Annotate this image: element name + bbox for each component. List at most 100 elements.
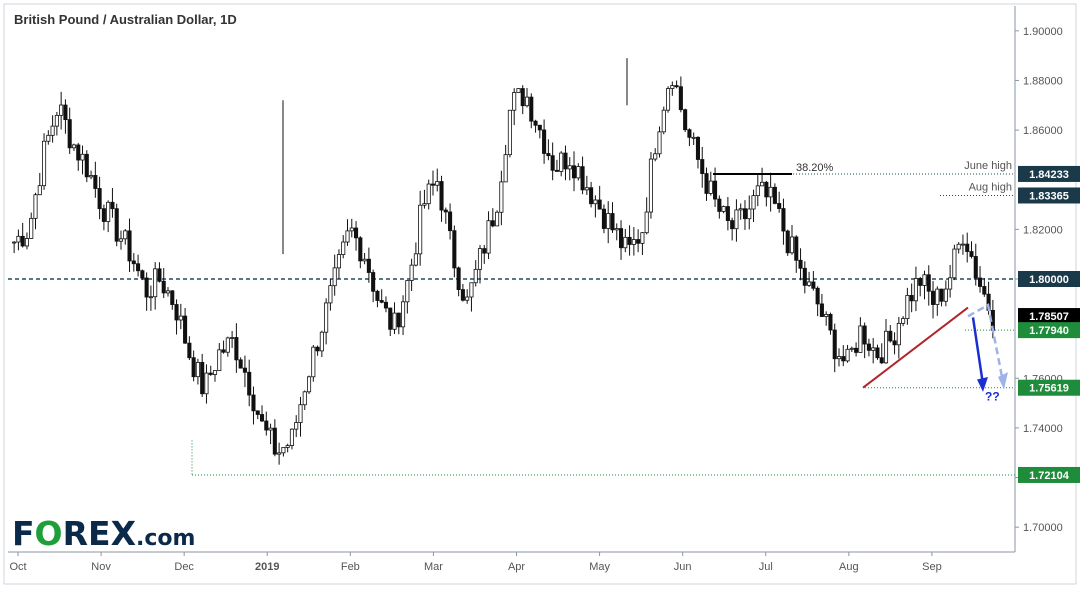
candle-body <box>627 236 632 245</box>
candle-body <box>794 236 799 261</box>
candle-body <box>490 220 495 227</box>
candle-body <box>20 235 25 247</box>
candle-body <box>80 153 85 161</box>
candle-body <box>960 243 965 246</box>
candle-body <box>264 420 269 431</box>
candle-body <box>161 280 166 294</box>
candle-body <box>559 152 564 172</box>
x-tick-label: Feb <box>341 561 360 573</box>
candle-body <box>507 109 512 156</box>
y-tick-label: 1.70000 <box>1023 522 1063 534</box>
candle-body <box>251 394 256 412</box>
candle-body <box>354 227 359 239</box>
candle-body <box>430 183 436 186</box>
candle-body <box>170 290 175 305</box>
forex-logo: FOREX.com <box>12 514 195 553</box>
candle-body <box>965 243 970 252</box>
x-tick-label: Jun <box>674 561 692 573</box>
candle-body <box>208 372 213 375</box>
candle-body <box>614 228 619 231</box>
candle-body <box>683 109 688 131</box>
alt-path <box>967 303 1005 383</box>
candle-body <box>546 153 551 157</box>
candle-body <box>687 129 692 138</box>
candle-body <box>165 290 171 294</box>
candle-body <box>730 220 735 230</box>
x-tick-label: Oct <box>9 561 26 573</box>
price-tag-label: 1.78507 <box>1029 311 1069 323</box>
candle-body <box>324 302 329 333</box>
x-tick-label: Sep <box>922 561 942 573</box>
candle-body <box>657 131 662 155</box>
candle-body <box>110 201 115 210</box>
candle-body <box>533 120 538 126</box>
candle-body <box>456 267 461 290</box>
candle-body <box>225 337 230 353</box>
candle-body <box>781 208 786 232</box>
candle-body <box>195 361 200 378</box>
candle-body <box>204 372 209 395</box>
candle-body <box>653 153 658 160</box>
candle-body <box>593 199 598 205</box>
y-tick-label: 1.82000 <box>1023 224 1063 236</box>
candle-body <box>46 134 51 142</box>
candle-body <box>477 248 483 270</box>
candle-body <box>935 288 940 305</box>
candle-body <box>606 213 611 229</box>
candle-body <box>901 318 906 324</box>
candle-body <box>379 300 384 303</box>
candle-body <box>973 256 978 279</box>
candle-body <box>644 211 649 234</box>
candle-body <box>268 427 273 431</box>
candle-body <box>277 452 282 455</box>
candle-body <box>212 370 218 375</box>
candle-body <box>76 144 81 161</box>
candle-body <box>366 258 371 273</box>
price-tag-box <box>1018 466 1080 483</box>
candle-body <box>118 238 124 242</box>
candle-body <box>375 290 380 301</box>
price-tag-box <box>1018 308 1080 325</box>
candle-body <box>580 166 585 191</box>
candle-body <box>24 238 29 247</box>
candle-body <box>315 346 320 352</box>
candle-body <box>281 447 286 454</box>
candle-body <box>661 109 666 133</box>
candle-body <box>29 217 34 239</box>
candle-body <box>242 367 247 373</box>
candle-body <box>93 175 98 189</box>
candle-body <box>127 230 132 262</box>
price-tag-label: 1.80000 <box>1029 274 1069 286</box>
bear-arrow-shaft <box>971 317 985 385</box>
fib-label: 38.20% <box>796 162 834 174</box>
candle-body <box>54 114 59 127</box>
candle-body <box>349 227 354 232</box>
candle-body <box>486 220 491 254</box>
candle-body <box>610 213 615 231</box>
candle-body <box>623 236 628 249</box>
candle-body <box>542 129 547 154</box>
y-tick-label: 1.88000 <box>1023 75 1063 87</box>
aug-high-label: Aug high <box>969 181 1012 193</box>
candle-body <box>247 371 252 396</box>
candle-body <box>734 209 739 230</box>
candle-body <box>174 304 179 321</box>
candle-body <box>136 263 141 272</box>
candle-body <box>238 359 243 369</box>
candle-body <box>422 203 427 206</box>
y-tick-label: 1.90000 <box>1023 26 1063 38</box>
logo-part-3: REX <box>62 514 137 553</box>
candle-body <box>524 96 530 107</box>
candle-body <box>302 391 307 406</box>
candle-body <box>725 206 730 221</box>
candle-body <box>747 208 752 220</box>
candle-body <box>529 96 534 122</box>
candle-body <box>336 254 341 269</box>
price-tag-box <box>1018 379 1080 396</box>
candle-body <box>319 331 324 352</box>
candle-body <box>37 185 42 196</box>
candle-body <box>755 185 760 197</box>
candle-body <box>50 125 55 136</box>
candle-body <box>401 301 406 328</box>
